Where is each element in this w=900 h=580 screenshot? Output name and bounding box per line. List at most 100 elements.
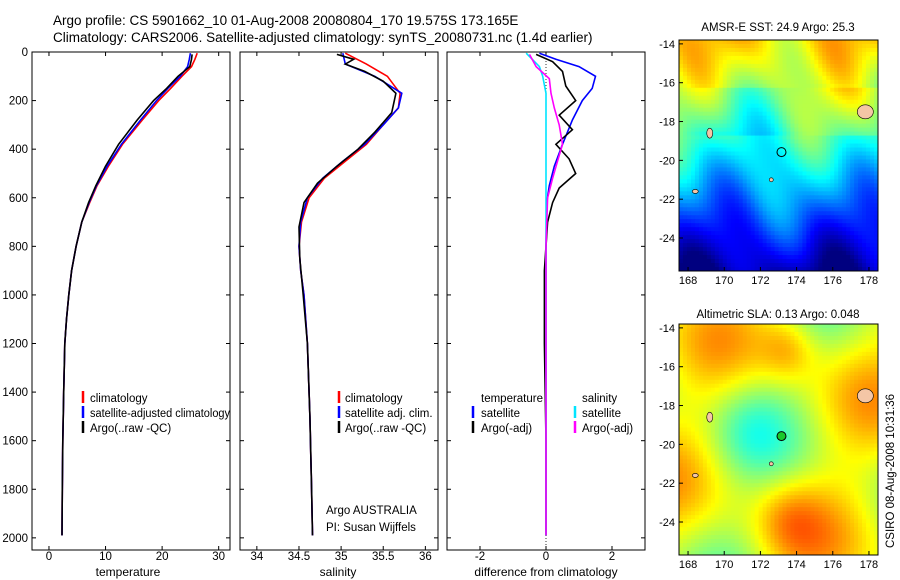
- map-cell: [766, 419, 772, 425]
- map-cell: [858, 367, 863, 373]
- map-cell: [806, 327, 811, 333]
- map-cell: [778, 107, 783, 113]
- map-cell: [762, 471, 768, 476]
- map-cell: [679, 215, 684, 220]
- map-cell: [806, 107, 811, 113]
- map-cell: [746, 447, 752, 452]
- island: [706, 127, 714, 139]
- map-cell: [846, 215, 851, 220]
- map-cell: [714, 131, 720, 137]
- map-cell: [762, 379, 768, 385]
- map-cell: [794, 71, 799, 77]
- map-cell: [722, 183, 728, 188]
- map-cell: [734, 215, 740, 220]
- map-cell: [870, 259, 875, 264]
- map-cell: [786, 447, 791, 452]
- map-cell: [702, 439, 708, 444]
- map-cell: [742, 239, 748, 244]
- map-cell: [862, 359, 867, 365]
- map-cell: [734, 463, 740, 468]
- map-cell: [794, 375, 799, 381]
- map-cell: [682, 91, 688, 97]
- map-cell: [730, 175, 736, 180]
- map-cell: [822, 103, 827, 109]
- map-cell: [826, 399, 831, 405]
- map-cell: [738, 439, 744, 444]
- map-cell: [842, 375, 847, 381]
- map-cell: [686, 243, 692, 248]
- map-cell: [826, 55, 831, 61]
- map-cell: [718, 75, 724, 81]
- map-cell: [778, 163, 783, 168]
- map-cell: [702, 347, 708, 353]
- map-cell: [778, 135, 783, 141]
- map-cell: [870, 239, 875, 244]
- map-cell: [786, 219, 791, 224]
- map-cell: [790, 347, 795, 353]
- map-cell: [746, 435, 752, 440]
- map-cell: [818, 111, 823, 117]
- map-cell: [730, 415, 736, 421]
- map-cell: [802, 459, 807, 464]
- map-cell: [798, 263, 803, 268]
- map-cell: [706, 215, 712, 220]
- map-cell: [718, 123, 724, 129]
- map-cell: [806, 359, 811, 365]
- map-cell: [834, 427, 839, 433]
- map-cell: [790, 371, 795, 377]
- map-cell: [774, 47, 779, 53]
- map-cell: [746, 151, 752, 156]
- map-cell: [710, 171, 716, 176]
- map-cell: [754, 199, 760, 204]
- map-cell: [742, 399, 748, 405]
- map-cell: [778, 463, 783, 468]
- map-cell: [746, 331, 752, 337]
- map-cell: [830, 243, 835, 248]
- map-cell: [866, 243, 871, 248]
- map-cell: [842, 71, 847, 77]
- map-cell: [750, 207, 756, 212]
- map-cell: [742, 123, 748, 129]
- map-cell: [802, 115, 807, 121]
- map-cell: [818, 363, 823, 369]
- map-cell: [818, 243, 823, 248]
- map-cell: [754, 439, 760, 444]
- map-cell: [770, 391, 776, 397]
- map-cell: [734, 43, 740, 49]
- map-cell: [838, 455, 843, 460]
- map-cell: [746, 87, 752, 93]
- map-cell: [750, 379, 756, 385]
- map-cell: [818, 327, 823, 333]
- map-cell: [726, 127, 732, 133]
- map-cell: [810, 143, 815, 149]
- map-cell: [814, 243, 819, 248]
- map-cell: [782, 71, 787, 77]
- map-cell: [810, 211, 815, 216]
- map-cell: [758, 367, 764, 373]
- map-cell: [738, 247, 744, 252]
- map-cell: [766, 147, 772, 153]
- map-cell: [802, 407, 807, 413]
- map-cell: [866, 347, 871, 353]
- map-cell: [734, 135, 740, 141]
- map-cell: [814, 179, 819, 184]
- map-cell: [874, 407, 879, 413]
- map-cell: [874, 47, 879, 53]
- map-cell: [854, 67, 859, 73]
- map-cell: [734, 107, 740, 113]
- map-cell: [679, 447, 684, 452]
- map-cell: [822, 379, 827, 385]
- map-cell: [758, 399, 764, 405]
- map-cell: [818, 119, 823, 125]
- map-cell: [718, 247, 724, 252]
- map-cell: [679, 379, 684, 385]
- map-cell: [750, 71, 756, 77]
- map-cell: [698, 123, 704, 129]
- map-cell: [774, 351, 779, 357]
- map-cell: [686, 67, 692, 73]
- map-cell: [742, 143, 748, 149]
- map-cell: [830, 367, 835, 373]
- map-cell: [794, 115, 799, 121]
- map-cell: [690, 251, 696, 256]
- map-cell: [682, 119, 688, 125]
